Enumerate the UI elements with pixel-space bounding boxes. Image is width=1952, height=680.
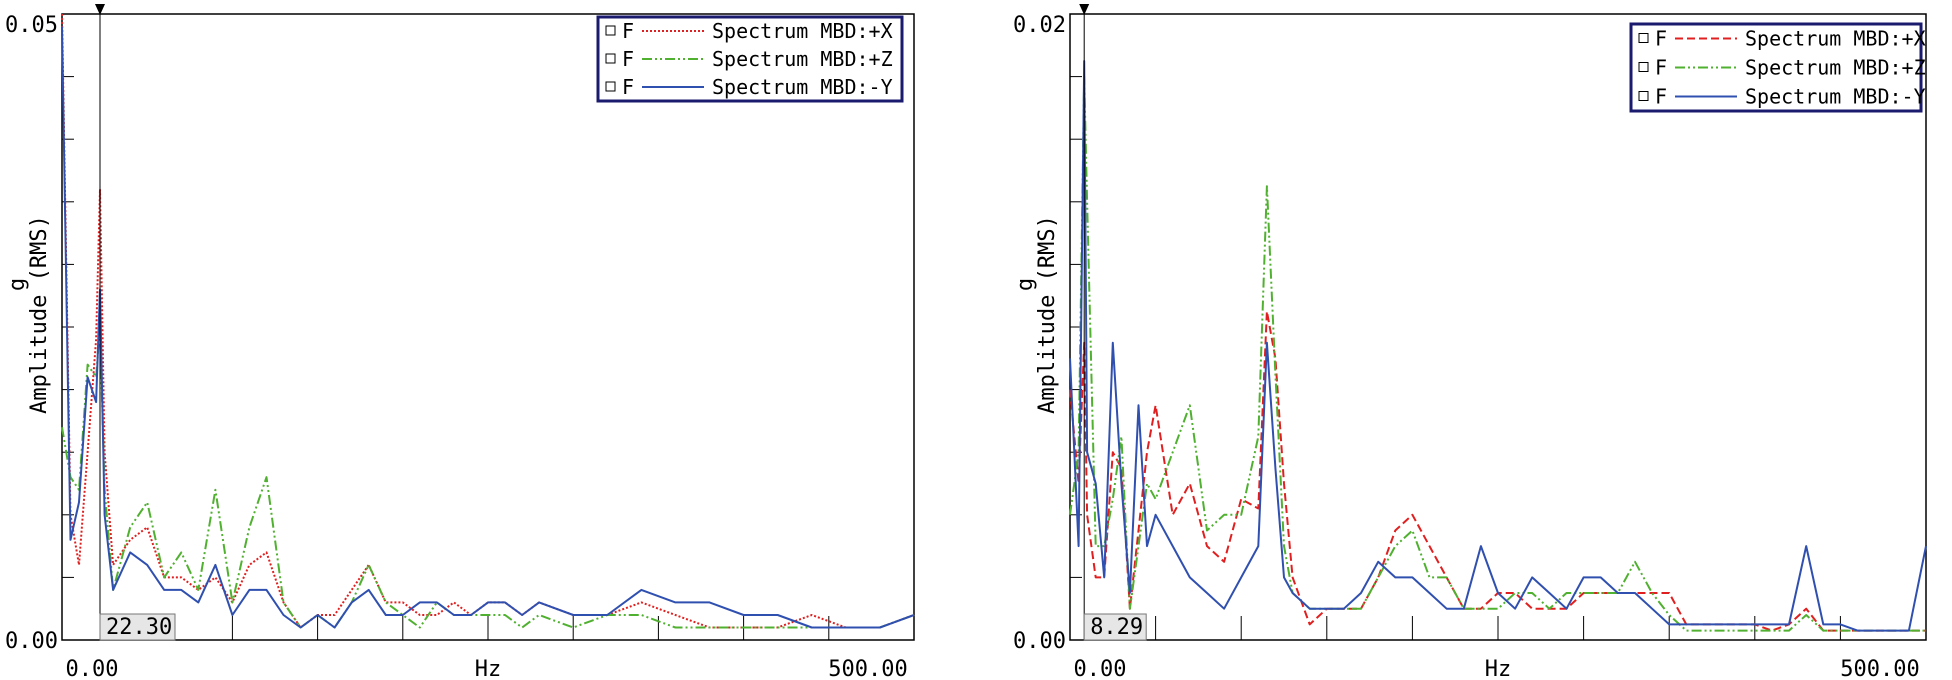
y-axis-label-unit: g [5, 278, 30, 291]
plot-frame [1069, 13, 1927, 641]
legend-checkbox [1638, 91, 1649, 101]
y-axis-label: Amplitude (RMS) [27, 215, 52, 414]
x-tick-label-min: 0.00 [66, 657, 119, 680]
x-tick-label-max: 500.00 [828, 657, 907, 680]
cursor-readout-label: 8.29 [1090, 615, 1143, 640]
legend-checkbox [1638, 62, 1649, 72]
legend-entry-1: Spectrum MBD:+Z [712, 47, 893, 71]
y-tick-label-max: 0.02 [1013, 13, 1066, 38]
y-tick-label-min: 0.00 [5, 629, 58, 654]
series-line-0 [61, 13, 915, 629]
cursor-marker [1079, 4, 1090, 15]
legend-entry-2: Spectrum MBD:-Y [712, 75, 893, 99]
legend-marker-text: F [622, 19, 634, 43]
y-axis-label-unit: g [1013, 278, 1038, 291]
series-line-2 [1069, 60, 1927, 632]
legend-checkbox [605, 81, 616, 92]
series-line-2 [61, 26, 915, 629]
legend-entry-0: Spectrum MBD:+X [1745, 27, 1926, 51]
y-axis-label: Amplitude (RMS) [1035, 215, 1060, 414]
series-line-1 [61, 326, 915, 629]
cursor-readout-box [99, 613, 176, 641]
legend-checkbox [605, 25, 616, 36]
legend-marker-text: F [1655, 85, 1667, 109]
legend-entry-2: Spectrum MBD:-Y [1745, 85, 1926, 109]
legend-marker-text: F [1655, 27, 1667, 51]
legend-marker-text: F [1655, 56, 1667, 80]
x-axis-label: Hz [475, 657, 502, 680]
series-line-0 [1069, 310, 1926, 632]
legend-marker-text: F [622, 47, 634, 71]
x-tick-label-max: 500.00 [1840, 657, 1919, 680]
y-tick-label-max: 0.05 [5, 13, 58, 38]
y-tick-label-min: 0.00 [1013, 629, 1066, 654]
legend-marker-text: F [622, 75, 634, 99]
x-axis-label: Hz [1485, 657, 1512, 680]
x-tick-label-min: 0.00 [1074, 657, 1127, 680]
legend-entry-1: Spectrum MBD:+Z [1745, 56, 1926, 80]
legend-checkbox [1638, 33, 1649, 43]
plot-frame [61, 13, 915, 641]
legend-entry-0: Spectrum MBD:+X [712, 19, 893, 43]
cursor-readout-box [1083, 613, 1147, 641]
legend-checkbox [605, 53, 616, 64]
cursor-readout-label: 22.30 [106, 615, 172, 640]
cursor-marker [94, 4, 105, 15]
